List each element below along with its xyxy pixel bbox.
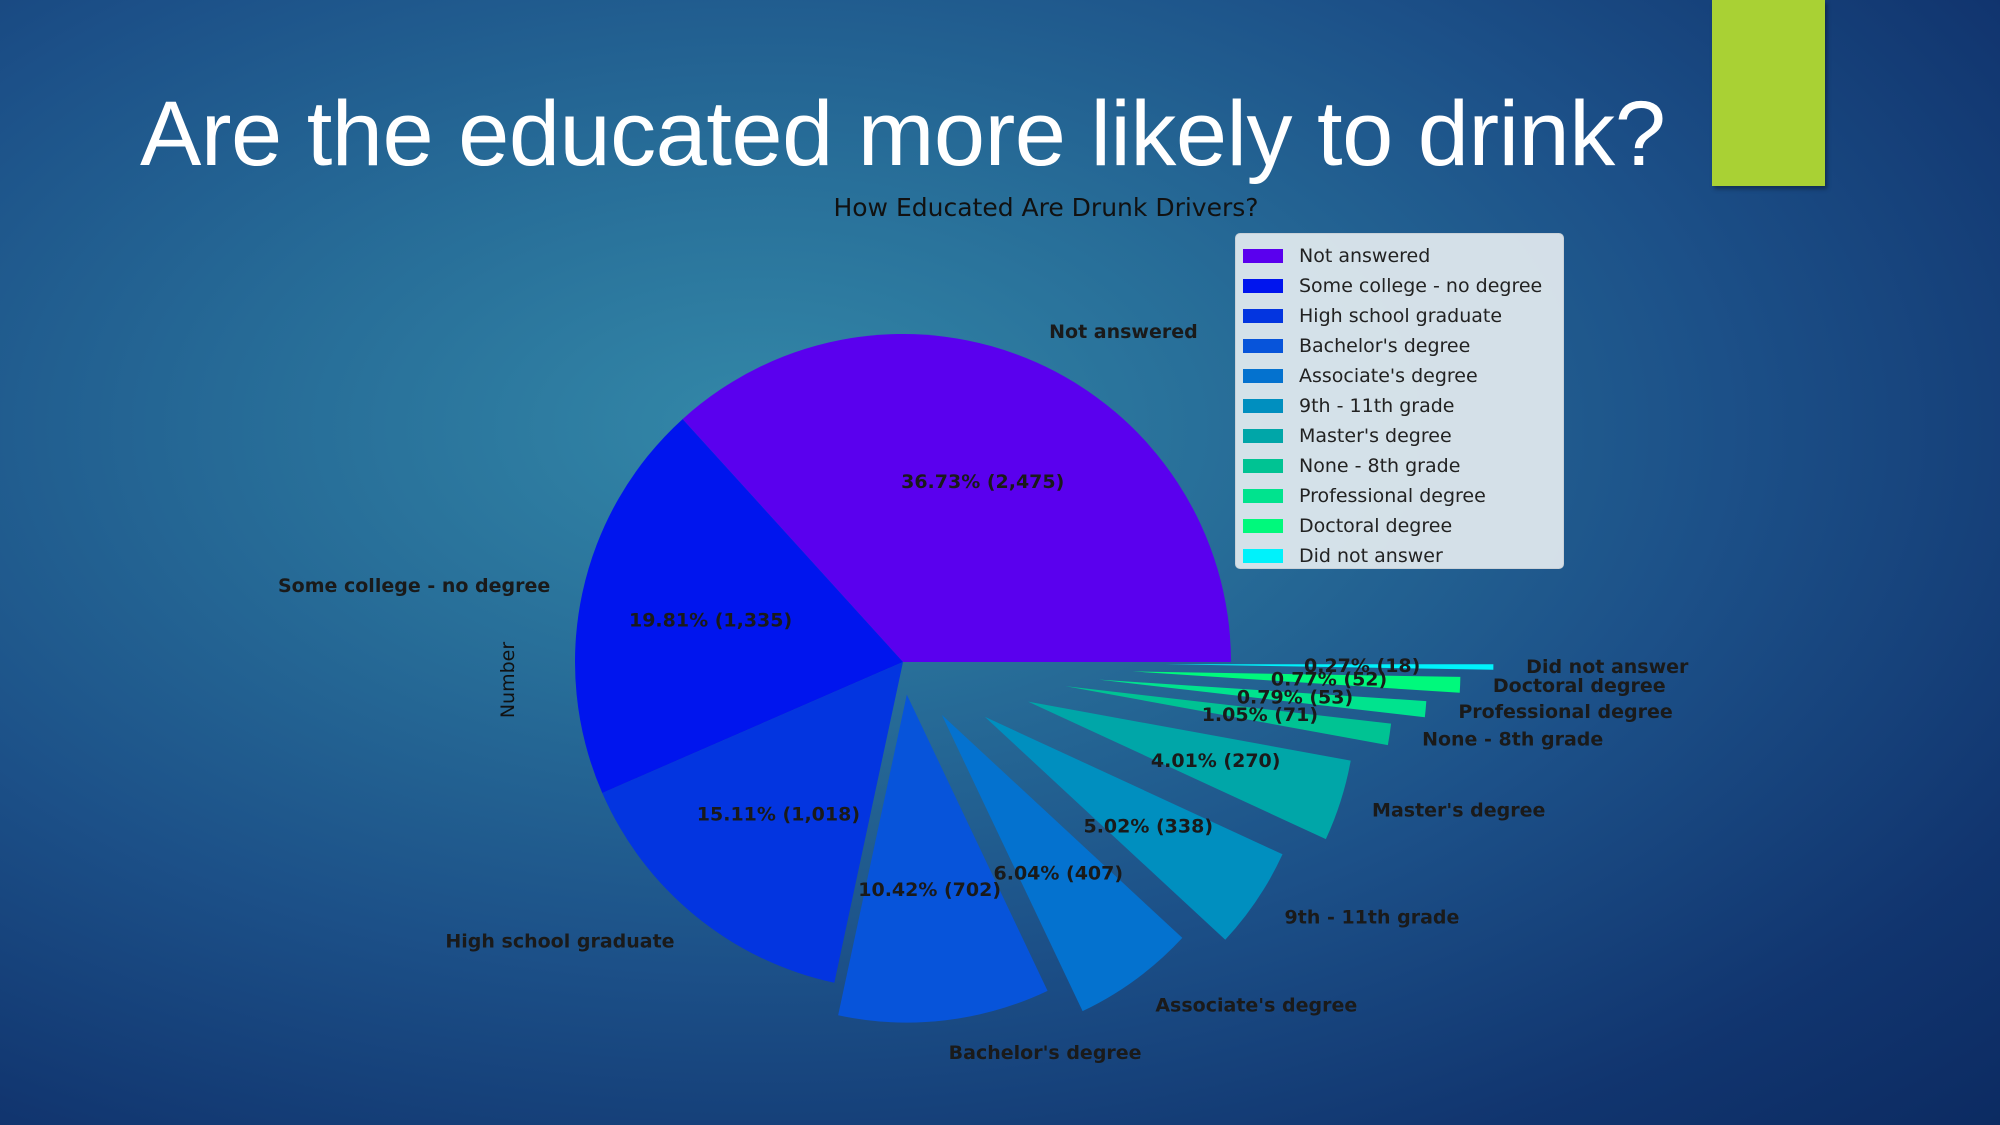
legend-swatch [1243,309,1283,323]
legend-item: Did not answer [1236,541,1563,571]
pie-slice-professional-degree [1099,679,1427,718]
pie-percent-label: 5.02% (338) [1083,815,1213,837]
pie-slice-high-school-graduate [602,662,903,983]
legend-swatch [1243,519,1283,533]
legend-swatch [1243,369,1283,383]
legend-label: Did not answer [1299,545,1443,567]
pie-percent-label: 19.81% (1,335) [629,610,792,632]
legend-item: Master's degree [1236,421,1563,451]
pie-percent-label: 0.79% (53) [1237,686,1353,708]
pie-slice-master-s-degree [1028,701,1351,840]
pie-percent-label: 0.77% (52) [1271,668,1387,690]
legend-item: High school graduate [1236,301,1563,331]
legend-item: Not answered [1236,241,1563,271]
legend-swatch [1243,489,1283,503]
pie-category-label: Did not answer [1526,656,1689,678]
pie-slices [575,334,1494,1023]
legend-swatch [1243,249,1283,263]
legend-item: Associate's degree [1236,361,1563,391]
pie-percent-label: 1.05% (71) [1202,704,1318,726]
pie-category-label: Professional degree [1458,701,1672,723]
legend-label: Associate's degree [1299,365,1478,387]
legend-swatch [1243,459,1283,473]
pie-slice-did-not-answer [1165,664,1494,670]
legend-swatch [1243,279,1283,293]
pie-slice-none-8th-grade [1065,686,1392,746]
pie-labels: 36.73% (2,475) Not answered 19.81% (1,335)… [278,321,1689,1064]
legend-label: 9th - 11th grade [1299,395,1455,417]
legend-item: Some college - no degree [1236,271,1563,301]
pie-percent-label: 15.11% (1,018) [697,803,860,825]
pie-slice-not-answered [682,334,1231,662]
pie-slice-associate-s-degree [941,714,1183,1012]
pie-category-label: None - 8th grade [1422,728,1603,750]
pie-slice-some-college-no-degree [575,419,903,793]
legend-swatch [1243,429,1283,443]
pie-category-label: Some college - no degree [278,575,550,597]
legend-label: Doctoral degree [1299,515,1453,537]
legend-swatch [1243,399,1283,413]
pie-slice-doctoral-degree [1132,671,1461,693]
legend-label: Master's degree [1299,425,1452,447]
chart-title: How Educated Are Drunk Drivers? [833,193,1258,222]
pie-category-label: High school graduate [445,930,674,952]
legend-item: Professional degree [1236,481,1563,511]
y-axis-label: Number [497,642,519,719]
pie-category-label: 9th - 11th grade [1285,907,1460,929]
legend-item: None - 8th grade [1236,451,1563,481]
legend-label: None - 8th grade [1299,455,1461,477]
pie-percent-label: 6.04% (407) [994,863,1124,885]
legend-label: Not answered [1299,245,1431,267]
chart-legend: Not answered Some college - no degree High… [1235,233,1564,569]
legend-label: High school graduate [1299,305,1503,327]
legend-item: Doctoral degree [1236,511,1563,541]
pie-percent-label: 4.01% (270) [1151,750,1281,772]
pie-percent-label: 10.42% (702) [858,879,1001,901]
legend-label: Some college - no degree [1299,275,1543,297]
pie-percent-label: 0.27% (18) [1304,655,1420,677]
pie-slice-bachelor-s-degree [838,694,1048,1023]
legend-label: Bachelor's degree [1299,335,1471,357]
legend-swatch [1243,549,1283,563]
legend-swatch [1243,339,1283,353]
pie-category-label: Master's degree [1372,800,1545,822]
legend-label: Professional degree [1299,485,1486,507]
pie-percent-label: 36.73% (2,475) [901,471,1064,493]
legend-item: Bachelor's degree [1236,331,1563,361]
legend-item: 9th - 11th grade [1236,391,1563,421]
pie-category-label: Bachelor's degree [949,1042,1142,1064]
slide-title: Are the educated more likely to drink? [140,83,1666,185]
pie-category-label: Not answered [1049,321,1198,343]
pie-category-label: Associate's degree [1155,995,1357,1017]
accent-bar [1712,0,1825,186]
pie-category-label: Doctoral degree [1493,675,1666,697]
pie-slice-9th-11th-grade [984,716,1283,940]
